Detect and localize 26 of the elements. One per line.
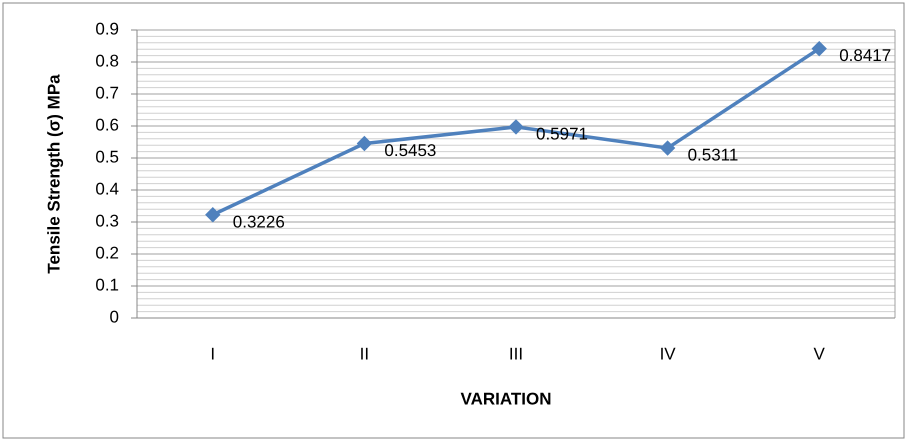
- x-tick-label: V: [814, 344, 826, 364]
- data-label: 0.5311: [688, 146, 738, 165]
- y-tick-label: 0.7: [95, 83, 119, 102]
- x-tick-label: II: [360, 344, 370, 364]
- y-axis-title: Tensile Strength (σ) MPa: [44, 74, 64, 274]
- point: [508, 119, 524, 134]
- x-tick-label: I: [210, 344, 216, 364]
- y-tick-label: 0.2: [95, 243, 119, 262]
- point: [660, 140, 676, 156]
- point: [205, 207, 220, 222]
- y-tick-label: 0.9: [95, 19, 119, 38]
- y-tick-label: 0.6: [95, 115, 119, 134]
- data-label: 0.3226: [232, 212, 285, 232]
- x-tick-label: III: [508, 344, 524, 364]
- data-label: 0.5453: [384, 140, 436, 160]
- point: [812, 41, 827, 56]
- point: [356, 136, 372, 152]
- x-axis-title: VARIATION: [460, 389, 552, 408]
- x-tick-label: IV: [660, 344, 676, 364]
- y-tick-label: 0.1: [95, 275, 119, 294]
- y-tick-label: 0.8: [95, 51, 119, 70]
- y-tick-label: 0: [110, 307, 119, 326]
- data-label: 0.8417: [839, 46, 892, 66]
- y-tick-label: 0.4: [95, 179, 119, 198]
- y-tick-label: 0.3: [95, 211, 119, 230]
- y-tick-label: 0.5: [95, 147, 119, 166]
